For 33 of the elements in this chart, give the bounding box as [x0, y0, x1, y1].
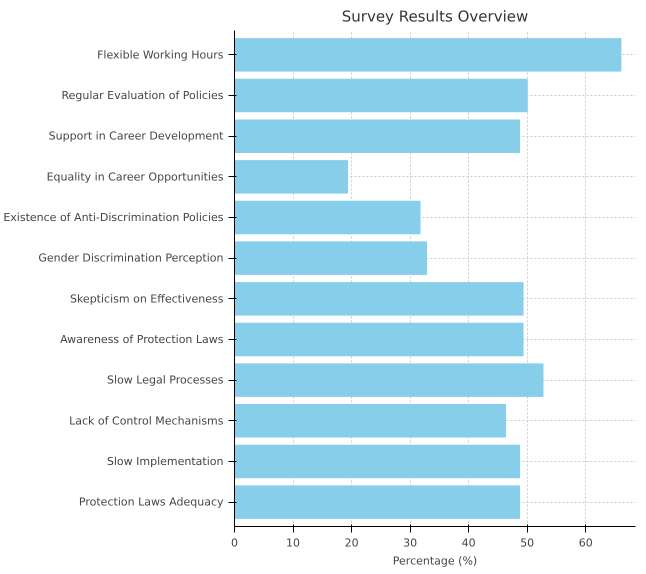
y-tick-label: Regular Evaluation of Policies	[61, 89, 224, 102]
bar	[234, 119, 520, 153]
x-tick-label: 30	[403, 536, 418, 550]
y-tick-label: Existence of Anti-Discrimination Policies	[3, 211, 224, 224]
y-tick-label: Support in Career Development	[48, 130, 224, 143]
chart-title: Survey Results Overview	[342, 8, 528, 26]
y-tick-label: Slow Legal Processes	[107, 374, 224, 387]
y-tick-label: Protection Laws Adequacy	[78, 496, 224, 509]
y-tick-label: Flexible Working Hours	[97, 48, 224, 62]
x-axis-title: Percentage (%)	[392, 554, 478, 568]
y-tick-label: Equality in Career Opportunities	[46, 170, 224, 184]
bar	[234, 485, 520, 519]
x-tick-label: 50	[520, 536, 534, 550]
y-tick-label: Skepticism on Effectiveness	[70, 292, 224, 306]
bar	[234, 282, 524, 316]
bar	[234, 322, 524, 356]
bar	[234, 444, 520, 478]
x-tick-label: 10	[286, 536, 300, 550]
bar	[234, 78, 528, 112]
x-tick-label: 40	[462, 536, 476, 550]
bar	[234, 241, 428, 275]
x-tick-label: 0	[231, 536, 238, 550]
y-tick-label: Gender Discrimination Perception	[38, 252, 224, 265]
y-tick-label: Awareness of Protection Laws	[60, 332, 224, 346]
bar	[234, 38, 622, 72]
bar	[234, 363, 544, 397]
bar	[234, 200, 421, 234]
x-tick-label: 20	[344, 536, 359, 550]
y-tick-label: Lack of Control Mechanisms	[69, 414, 224, 428]
x-tick-label: 60	[578, 536, 593, 550]
bar	[234, 404, 506, 438]
bar	[234, 160, 348, 194]
y-tick-label: Slow Implementation	[106, 454, 224, 468]
